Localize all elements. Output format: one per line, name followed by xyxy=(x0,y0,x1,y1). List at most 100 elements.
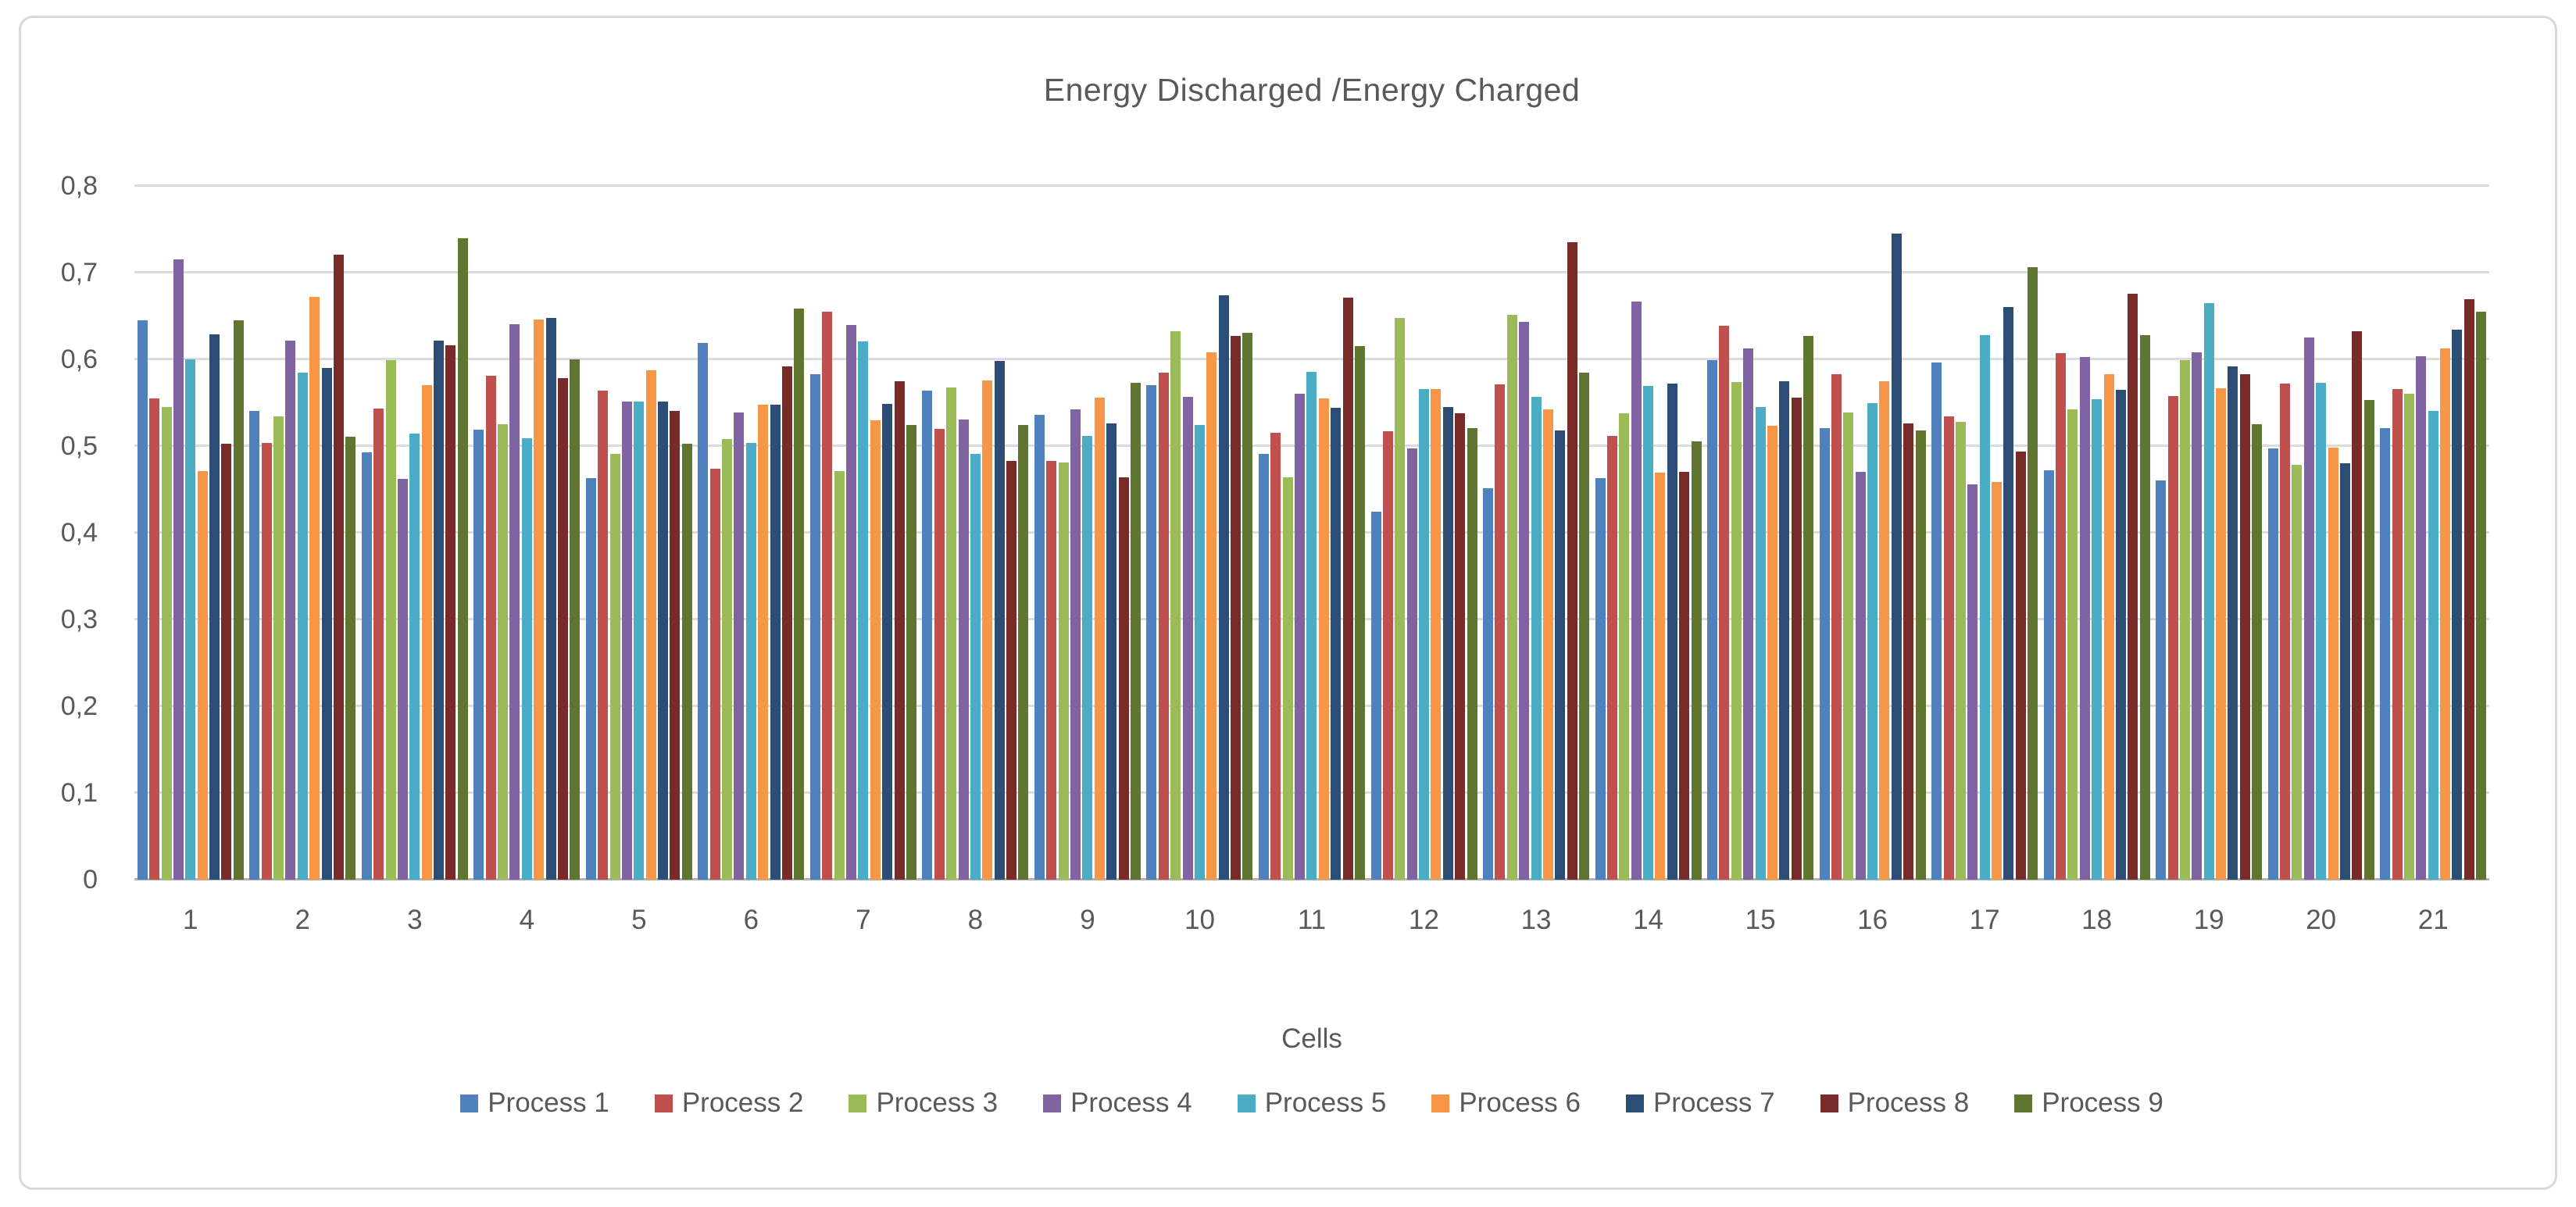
bar-group-cell-11 xyxy=(1256,186,1368,880)
bar-process-4-cell-7 xyxy=(846,324,857,880)
bar-process-4-cell-15 xyxy=(1743,348,1754,880)
bar-group-cell-4 xyxy=(471,186,584,880)
legend-item-process-3: Process 3 xyxy=(849,1087,998,1119)
legend-label: Process 4 xyxy=(1070,1087,1192,1118)
bar-process-8-cell-11 xyxy=(1342,298,1353,880)
bar-process-7-cell-1 xyxy=(209,334,220,880)
bar-group-cell-14 xyxy=(1592,186,1705,880)
bar-process-5-cell-10 xyxy=(1194,425,1205,880)
bar-process-2-cell-18 xyxy=(2056,353,2067,880)
bar-process-8-cell-1 xyxy=(221,443,232,880)
bar-process-4-cell-13 xyxy=(1519,322,1530,880)
bar-process-5-cell-13 xyxy=(1531,396,1542,880)
bar-group-cell-8 xyxy=(920,186,1032,880)
bar-process-9-cell-19 xyxy=(2252,424,2263,880)
bar-process-7-cell-16 xyxy=(1891,234,1902,880)
bar-process-6-cell-12 xyxy=(1431,388,1442,880)
bar-process-6-cell-13 xyxy=(1542,409,1553,880)
bar-process-4-cell-10 xyxy=(1182,396,1193,880)
bar-group-cell-1 xyxy=(134,186,247,880)
bar-process-1-cell-2 xyxy=(249,410,260,880)
bar-process-5-cell-19 xyxy=(2203,302,2214,880)
bar-group-cell-10 xyxy=(1144,186,1256,880)
bar-process-5-cell-4 xyxy=(521,438,532,880)
bar-process-1-cell-11 xyxy=(1258,454,1269,880)
bar-group-cell-7 xyxy=(807,186,920,880)
bar-process-9-cell-15 xyxy=(1803,336,1814,880)
legend-item-process-9: Process 9 xyxy=(2014,1087,2163,1119)
bar-process-4-cell-2 xyxy=(285,340,296,880)
bar-process-6-cell-4 xyxy=(534,319,545,880)
x-tick-label-12: 12 xyxy=(1409,905,1439,935)
bar-process-1-cell-14 xyxy=(1595,478,1606,880)
bar-process-3-cell-11 xyxy=(1282,477,1293,880)
bar-process-2-cell-5 xyxy=(598,390,609,880)
bar-process-5-cell-7 xyxy=(858,341,869,880)
bar-process-6-cell-21 xyxy=(2440,348,2451,880)
bar-process-4-cell-12 xyxy=(1406,448,1417,880)
bar-process-3-cell-4 xyxy=(498,424,509,880)
bar-process-7-cell-6 xyxy=(770,404,781,880)
bar-process-1-cell-3 xyxy=(361,452,372,880)
bar-process-1-cell-16 xyxy=(1819,427,1830,880)
legend-item-process-6: Process 6 xyxy=(1431,1087,1581,1119)
bar-process-6-cell-10 xyxy=(1206,352,1217,880)
bar-process-8-cell-10 xyxy=(1231,336,1242,880)
bar-process-9-cell-12 xyxy=(1467,427,1477,880)
bar-process-5-cell-15 xyxy=(1755,407,1766,880)
bar-process-2-cell-6 xyxy=(709,468,720,880)
bar-process-4-cell-14 xyxy=(1631,301,1642,880)
bar-process-6-cell-3 xyxy=(421,385,432,880)
bar-process-7-cell-14 xyxy=(1667,384,1677,880)
bar-group-cell-17 xyxy=(1928,186,2041,880)
bar-process-3-cell-12 xyxy=(1395,317,1406,880)
bar-process-1-cell-1 xyxy=(137,320,148,880)
legend-item-process-7: Process 7 xyxy=(1625,1087,1775,1119)
bar-process-1-cell-10 xyxy=(1146,385,1157,880)
bar-process-9-cell-8 xyxy=(1018,425,1029,880)
x-tick-label-7: 7 xyxy=(856,905,871,935)
bar-process-6-cell-1 xyxy=(197,471,208,880)
legend-marker-icon xyxy=(1820,1094,1838,1112)
legend-label: Process 8 xyxy=(1847,1087,1970,1118)
y-tick-label-7: 0,7 xyxy=(60,258,98,287)
bar-process-2-cell-2 xyxy=(261,442,272,880)
legend-label: Process 2 xyxy=(681,1087,804,1118)
x-tick-label-14: 14 xyxy=(1633,905,1664,935)
bar-process-6-cell-5 xyxy=(645,370,656,880)
bar-process-6-cell-19 xyxy=(2216,387,2227,880)
bar-process-1-cell-4 xyxy=(473,429,484,880)
x-tick-label-16: 16 xyxy=(1857,905,1888,935)
legend-label: Process 9 xyxy=(2042,1087,2163,1118)
x-tick-label-2: 2 xyxy=(295,905,310,935)
bar-process-6-cell-7 xyxy=(870,420,881,880)
bar-process-9-cell-14 xyxy=(1691,441,1702,880)
bar-group-cell-3 xyxy=(359,186,471,880)
bar-process-5-cell-16 xyxy=(1867,402,1878,880)
bar-process-2-cell-15 xyxy=(1719,325,1730,880)
bar-process-4-cell-18 xyxy=(2079,356,2090,880)
bar-process-7-cell-2 xyxy=(321,368,332,880)
x-tick-label-17: 17 xyxy=(1969,905,2000,935)
bar-process-7-cell-12 xyxy=(1442,407,1453,880)
bar-process-9-cell-5 xyxy=(681,443,692,880)
bar-process-9-cell-17 xyxy=(2028,267,2038,880)
y-tick-label-2: 0,2 xyxy=(60,691,98,721)
bar-group-cell-21 xyxy=(2377,186,2489,880)
bar-process-8-cell-19 xyxy=(2239,373,2250,880)
bar-process-5-cell-14 xyxy=(1643,386,1654,880)
legend-marker-icon xyxy=(1625,1094,1644,1112)
bar-process-1-cell-12 xyxy=(1370,512,1381,880)
legend-marker-icon xyxy=(1043,1094,1062,1112)
bar-process-9-cell-18 xyxy=(2139,334,2150,880)
bar-process-4-cell-3 xyxy=(397,479,408,880)
plot-area xyxy=(134,184,2489,880)
bar-process-8-cell-7 xyxy=(894,380,905,880)
bar-process-7-cell-8 xyxy=(994,361,1005,880)
bar-process-1-cell-21 xyxy=(2380,427,2391,880)
bar-process-2-cell-17 xyxy=(1943,416,1954,880)
chart-title: Energy Discharged /Energy Charged xyxy=(1043,72,1581,108)
bar-process-5-cell-11 xyxy=(1306,371,1317,880)
bar-process-1-cell-9 xyxy=(1034,415,1045,880)
bar-process-7-cell-17 xyxy=(2003,307,2014,880)
